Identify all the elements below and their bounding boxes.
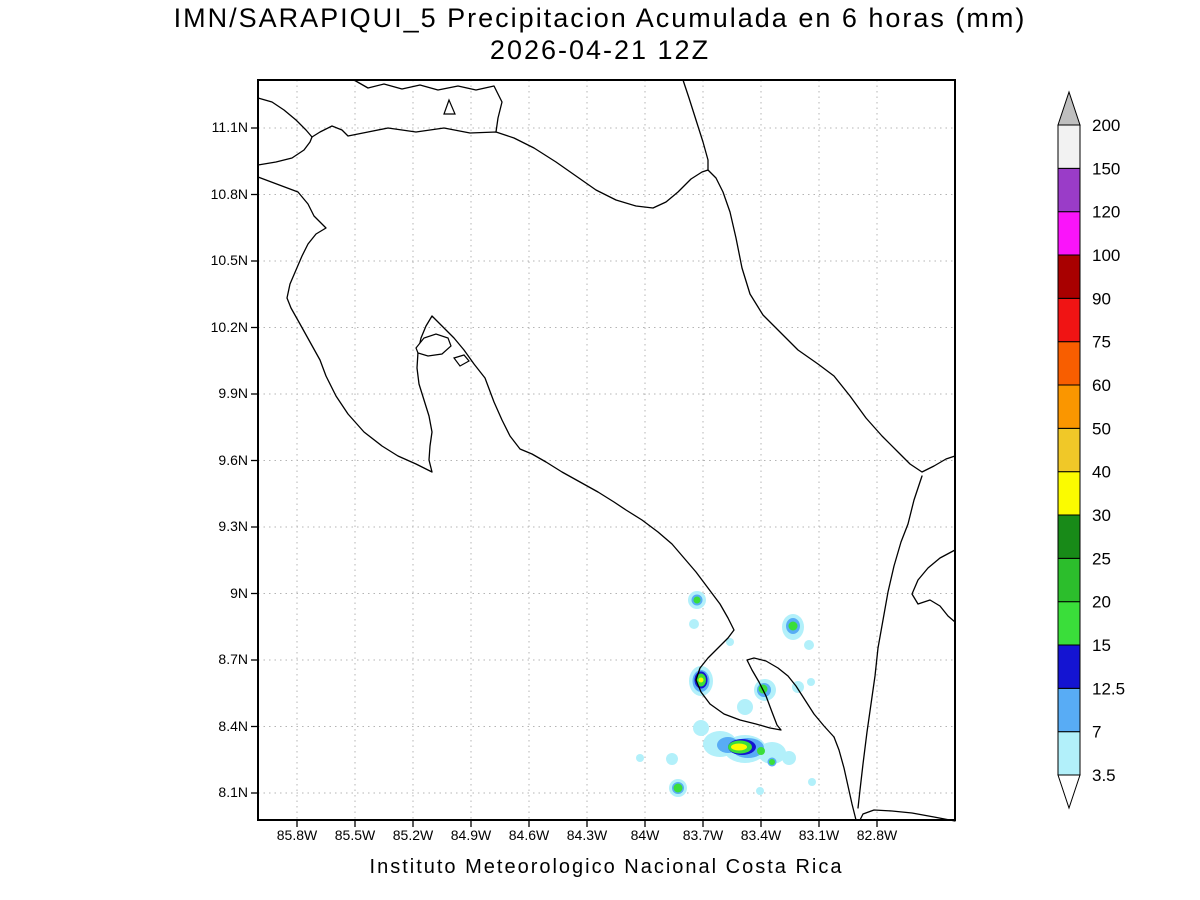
lon-tick-label: 82.8W: [856, 827, 898, 843]
precip-level-30: [698, 677, 747, 751]
lat-tick-label: 10.5N: [210, 252, 248, 268]
lake-island: [443, 98, 456, 115]
colorbar-segment: [1057, 471, 1081, 516]
coastline-nicaragua-caribbean: [682, 79, 709, 171]
plot-title: IMN/SARAPIQUI_5 Precipitacion Acumulada …: [173, 3, 1027, 33]
lake-nicaragua-shore: [353, 79, 503, 133]
colorbar-level-label: 75: [1092, 333, 1111, 352]
colorbar-level-label: 100: [1092, 246, 1120, 265]
lat-tick-label: 8.4N: [218, 717, 248, 734]
precip-level-15: [673, 596, 798, 793]
map-frame-border: [257, 79, 956, 821]
lon-tick-label: 85.8W: [276, 827, 318, 843]
lon-tick-label: 83.7W: [682, 827, 724, 843]
lon-tick-label: 83.4W: [740, 827, 782, 843]
precipitation-shading: [636, 591, 816, 797]
colorbar-segment: [1057, 601, 1081, 646]
panama-border: [857, 475, 923, 809]
gulf-island: [415, 333, 452, 357]
gulf-island-small: [453, 354, 470, 367]
colorbar-segment: [1057, 297, 1081, 343]
lat-tick-label: 9.6N: [218, 451, 248, 468]
lon-tick-label: 85.2W: [392, 827, 434, 843]
colorbar-level-label: 120: [1092, 203, 1120, 222]
lon-tick-label: 84W: [630, 827, 660, 843]
colorbar-segment: [1057, 254, 1081, 299]
lon-tick-label: 84.9W: [450, 827, 492, 843]
lat-tick-label: 10.2N: [210, 318, 248, 335]
colorbar-level-label: 90: [1092, 289, 1111, 308]
colorbar-segment: [1057, 557, 1081, 603]
attribution-caption: Instituto Meteorologico Nacional Costa R…: [369, 856, 844, 878]
colorbar-level-label: 30: [1092, 506, 1111, 525]
colorbar-level-label: 60: [1092, 376, 1111, 395]
colorbar-arrow-up: [1057, 90, 1081, 126]
colorbar-segment: [1057, 427, 1081, 473]
colorbar-segment: [1057, 731, 1081, 776]
colorbar: 200 150 120 100 90 75 60 50 40 30 25 20 15 12.5 7 3.5: [1057, 90, 1125, 810]
colorbar-segment: [1057, 341, 1081, 386]
colorbar-level-label: 3.5: [1092, 766, 1116, 785]
colorbar-level-label: 25: [1092, 549, 1111, 568]
lat-tick-label: 9.9N: [218, 385, 248, 401]
lat-tick-label: 9.3N: [218, 518, 248, 534]
lon-tick-label: 83.1W: [798, 827, 840, 843]
colorbar-level-label: 7: [1092, 723, 1101, 742]
colorbar-level-label: 12.5: [1092, 679, 1125, 698]
coastline-panama-pacific: [833, 736, 956, 822]
colorbar-segment: [1057, 384, 1081, 429]
colorbar-level-label: 15: [1092, 636, 1111, 655]
colorbar-arrow-down: [1057, 774, 1081, 810]
plot-datetime: 2026-04-21 12Z: [489, 35, 711, 65]
colorbar-level-label: 150: [1092, 159, 1120, 178]
grid-lines: [258, 80, 955, 820]
colorbar-level-label: 50: [1092, 419, 1111, 438]
colorbar-segment: [1057, 644, 1081, 689]
colorbar-segment: [1057, 124, 1081, 169]
map-canvas: [251, 79, 956, 827]
colorbar-segment: [1057, 167, 1081, 213]
colorbar-level-label: 200: [1092, 116, 1120, 135]
coastline-main-north: [257, 97, 956, 473]
lat-tick-label: 10.8N: [210, 185, 248, 202]
colorbar-level-label: 40: [1092, 463, 1111, 482]
colorbar-segment: [1057, 211, 1081, 256]
lat-tick-label: 8.7N: [218, 651, 248, 667]
lon-tick-label: 84.3W: [566, 827, 608, 843]
lat-tick-label: 9N: [230, 584, 248, 601]
coastline-panama-caribbean: [911, 549, 956, 623]
colorbar-segment: [1057, 514, 1081, 559]
lon-tick-label: 85.5W: [334, 827, 376, 843]
lat-tick-label: 8.1N: [218, 784, 248, 800]
coastline-pacific: [257, 136, 835, 738]
colorbar-segment: [1057, 687, 1081, 733]
lon-tick-label: 84.6W: [508, 827, 550, 843]
coastlines: [257, 79, 956, 822]
colorbar-level-label: 20: [1092, 593, 1111, 612]
axis-ticks: [251, 127, 878, 827]
lat-tick-label: 11.1N: [211, 119, 248, 135]
